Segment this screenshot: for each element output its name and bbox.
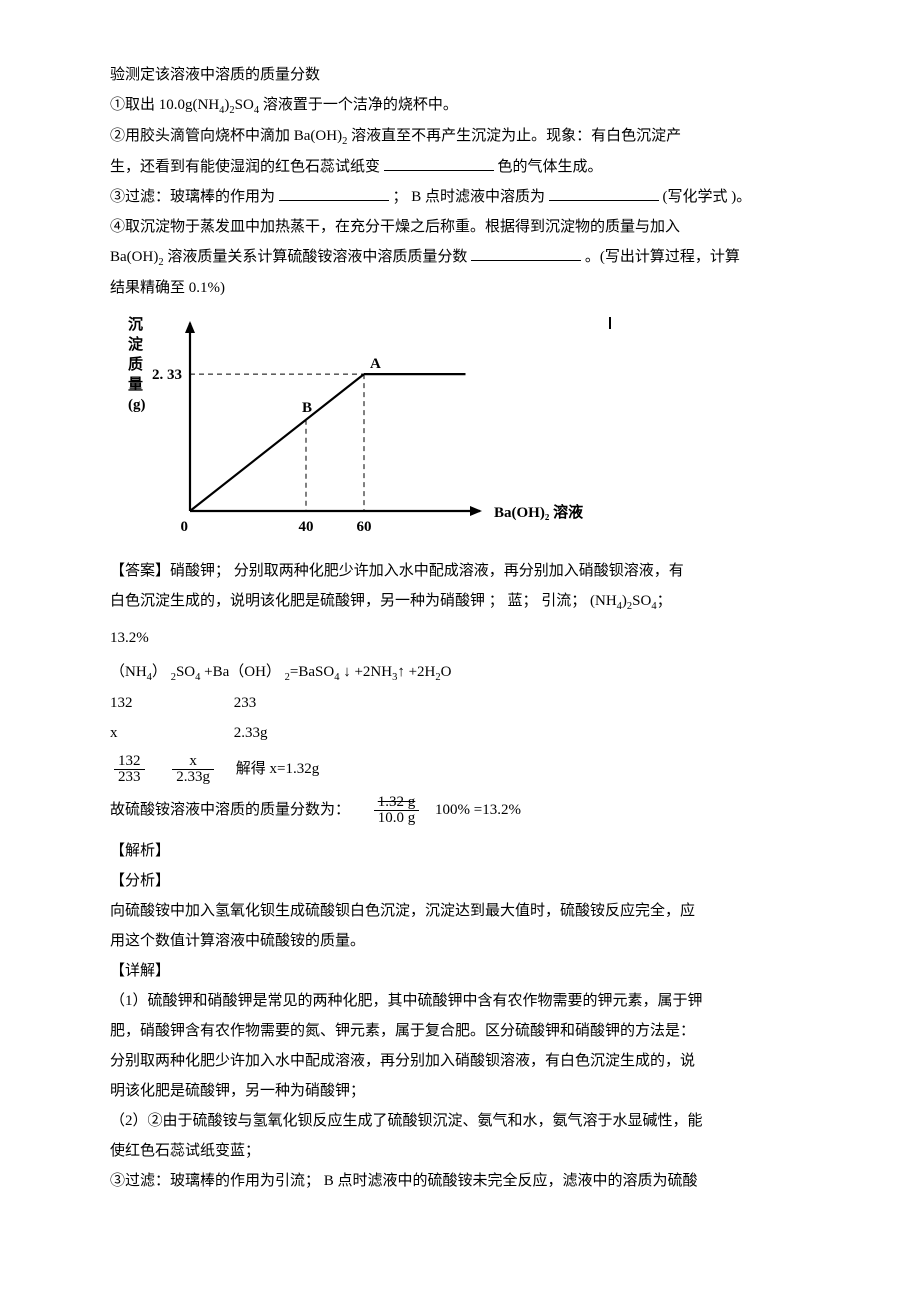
text: 2.33g xyxy=(234,725,268,741)
body-text: ③过滤：玻璃棒的作用为引流； B 点时滤液中的硫酸铵未完全反应，滤液中的溶质为硫… xyxy=(110,1166,820,1196)
section-label: 【详解】 xyxy=(110,956,820,986)
text: ↑ +2H xyxy=(397,664,435,680)
fraction: x 2.33g xyxy=(172,754,214,785)
fraction: 1.32 g 10.0 g xyxy=(374,795,420,826)
fill-blank xyxy=(279,185,389,201)
answer-text: 白色沉淀生成的，说明该化肥是硫酸钾，另一种为硝酸钾 ； 蓝； 引流； (NH4)… xyxy=(110,586,820,617)
text: ） xyxy=(152,664,171,680)
text: 233 xyxy=(234,695,257,711)
text: 。(写出计算过程，计算 xyxy=(585,249,740,265)
svg-text:Ba(OH)₂ 溶液: Ba(OH)₂ 溶液 xyxy=(494,503,584,521)
text: 溶液质量关系计算硫酸铵溶液中溶质质量分数 xyxy=(164,249,468,265)
section-label: 【分析】 xyxy=(110,866,820,896)
equation: （NH4） 2SO4 +Ba（OH） 2=BaSO4 ↓ +2NH3↑ +2H2… xyxy=(110,657,820,688)
numerator: 1.32 g xyxy=(374,795,420,810)
body-text: ①取出 10.0g(NH4)2SO4 溶液置于一个洁净的烧杯中。 xyxy=(110,90,820,121)
text: 溶液置于一个洁净的烧杯中。 xyxy=(259,97,458,113)
text: SO xyxy=(632,593,651,609)
body-text: 用这个数值计算溶液中硫酸铵的质量。 xyxy=(110,926,820,956)
text: ； xyxy=(657,593,672,609)
body-text: ③过滤：玻璃棒的作用为 ； B 点时滤液中溶质为 (写化学式 )。 xyxy=(110,182,820,212)
text: (写化学式 )。 xyxy=(663,189,752,205)
text: 故硫酸铵溶液中溶质的质量分数为： xyxy=(110,802,350,818)
body-text: Ba(OH)2 溶液质量关系计算硫酸铵溶液中溶质质量分数 。(写出计算过程，计算 xyxy=(110,242,820,273)
text: 白色沉淀生成的，说明该化肥是硫酸钾，另一种为硝酸钾 ； 蓝； 引流； (NH xyxy=(110,593,617,609)
precipitate-chart: 沉淀质量 (g) 2. 33 0 40 60 A B Ba(OH)₂ 溶液 xyxy=(110,311,820,552)
body-text: 生，还看到有能使湿润的红色石蕊试纸变 色的气体生成。 xyxy=(110,152,820,182)
svg-text:A: A xyxy=(370,356,381,372)
calc-row: x 2.33g xyxy=(110,718,820,748)
numerator: 132 xyxy=(114,754,145,769)
text: 溶液直至不再产生沉淀为止。现象：有白色沉淀产 xyxy=(347,128,681,144)
text: ①取出 10.0g(NH xyxy=(110,97,219,113)
numerator: x xyxy=(172,754,214,769)
fill-blank xyxy=(549,185,659,201)
body-text: ④取沉淀物于蒸发皿中加热蒸干，在充分干燥之后称重。根据得到沉淀物的质量与加入 xyxy=(110,212,820,242)
text: SO xyxy=(176,664,195,680)
body-text: 肥，硝酸钾含有农作物需要的氮、钾元素，属于复合肥。区分硫酸钾和硝酸钾的方法是： xyxy=(110,1016,820,1046)
body-text: 使红色石蕊试纸变蓝； xyxy=(110,1136,820,1166)
conclusion: 故硫酸铵溶液中溶质的质量分数为： 1.32 g 10.0 g 100% =13.… xyxy=(110,795,820,826)
fill-blank xyxy=(384,155,494,171)
fill-blank xyxy=(471,245,581,261)
svg-text:沉: 沉 xyxy=(128,315,143,333)
answer-text: 13.2% xyxy=(110,623,820,653)
body-text: ②用胶头滴管向烧杯中滴加 Ba(OH)2 溶液直至不再产生沉淀为止。现象：有白色… xyxy=(110,121,820,152)
svg-text:60: 60 xyxy=(357,519,372,535)
body-text: 验测定该溶液中溶质的质量分数 xyxy=(110,60,820,90)
text: ↓ +2NH xyxy=(339,664,392,680)
calc-row: 132 233 xyxy=(110,688,820,718)
text: ②用胶头滴管向烧杯中滴加 Ba(OH) xyxy=(110,128,342,144)
svg-text:量: 量 xyxy=(128,376,143,393)
text: SO xyxy=(235,97,254,113)
body-text: 分别取两种化肥少许加入水中配成溶液，再分别加入硝酸钡溶液，有白色沉淀生成的，说 xyxy=(110,1046,820,1076)
svg-text:40: 40 xyxy=(299,519,314,535)
text: Ba(OH) xyxy=(110,249,158,265)
denominator: 10.0 g xyxy=(374,810,420,826)
text: 色的气体生成。 xyxy=(498,159,603,175)
body-text: 结果精确至 0.1%) xyxy=(110,273,820,303)
text: +Ba（OH） xyxy=(200,664,284,680)
text: O xyxy=(441,664,452,680)
denominator: 233 xyxy=(114,769,145,785)
calc-fraction-row: 132 233 x 2.33g 解得 x=1.32g xyxy=(110,754,820,785)
text: ； B 点时滤液中溶质为 xyxy=(393,189,546,205)
svg-text:淀: 淀 xyxy=(128,335,144,353)
svg-text:质: 质 xyxy=(128,355,143,373)
svg-text:(g): (g) xyxy=(128,397,146,413)
body-text: （2）②由于硫酸铵与氢氧化钡反应生成了硫酸钡沉淀、氨气和水，氨气溶于水显碱性，能 xyxy=(110,1106,820,1136)
text: ③过滤：玻璃棒的作用为 xyxy=(110,189,275,205)
text: =BaSO xyxy=(290,664,334,680)
text: （NH xyxy=(110,664,147,680)
svg-text:0: 0 xyxy=(181,519,189,535)
text: 生，还看到有能使湿润的红色石蕊试纸变 xyxy=(110,159,380,175)
text: 132 xyxy=(110,688,230,718)
svg-text:2. 33: 2. 33 xyxy=(152,367,182,383)
denominator: 2.33g xyxy=(172,769,214,785)
body-text: 向硫酸铵中加入氢氧化钡生成硫酸钡白色沉淀，沉淀达到最大值时，硫酸铵反应完全，应 xyxy=(110,896,820,926)
body-text: 明该化肥是硫酸钾，另一种为硝酸钾； xyxy=(110,1076,820,1106)
text: 解得 x=1.32g xyxy=(236,761,319,777)
body-text: （1）硫酸钾和硝酸钾是常见的两种化肥，其中硫酸钾中含有农作物需要的钾元素，属于钾 xyxy=(110,986,820,1016)
section-label: 【解析】 xyxy=(110,836,820,866)
answer-text: 【答案】硝酸钾； 分别取两种化肥少许加入水中配成溶液，再分别加入硝酸钡溶液，有 xyxy=(110,556,820,586)
text: x xyxy=(110,718,230,748)
chart-svg: 沉淀质量 (g) 2. 33 0 40 60 A B Ba(OH)₂ 溶液 xyxy=(110,311,620,541)
fraction: 132 233 xyxy=(114,754,145,785)
svg-text:B: B xyxy=(302,400,312,416)
text: 100% =13.2% xyxy=(435,802,521,818)
